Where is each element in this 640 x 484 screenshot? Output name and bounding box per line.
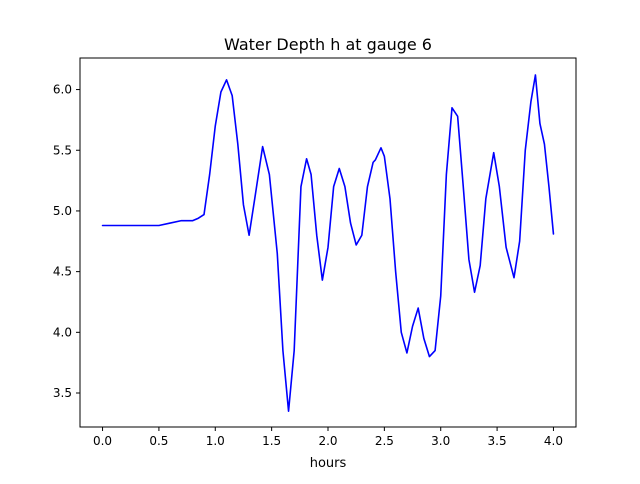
- y-tick-label: 5.0: [53, 204, 72, 218]
- x-tick-label: 1.5: [262, 434, 281, 448]
- series-line-0: [101, 74, 555, 413]
- y-tick-label: 3.5: [53, 386, 72, 400]
- plot-area: [101, 74, 555, 413]
- x-tick-label: 2.5: [375, 434, 394, 448]
- x-tick-label: 2.0: [318, 434, 337, 448]
- x-axis-label: hours: [310, 456, 347, 471]
- x-tick-label: 1.0: [206, 434, 225, 448]
- x-tick-label: 0.0: [93, 434, 112, 448]
- x-tick-label: 3.0: [431, 434, 450, 448]
- chart-title: Water Depth h at gauge 6: [224, 35, 432, 54]
- x-tick-label: 0.5: [149, 434, 168, 448]
- y-tick-label: 4.0: [53, 325, 72, 339]
- axes: 0.0 0.5 1.0 1.5 2.0 2.5 3.0 3.5 4.0 3.5 4.0 4.5 5.0 5…: [53, 57, 577, 448]
- y-tick-label: 4.5: [53, 265, 72, 279]
- x-tick-label: 4.0: [544, 434, 563, 448]
- y-tick-label: 6.0: [53, 83, 72, 97]
- x-tick-label: 3.5: [488, 434, 507, 448]
- y-tick-label: 5.5: [53, 143, 72, 157]
